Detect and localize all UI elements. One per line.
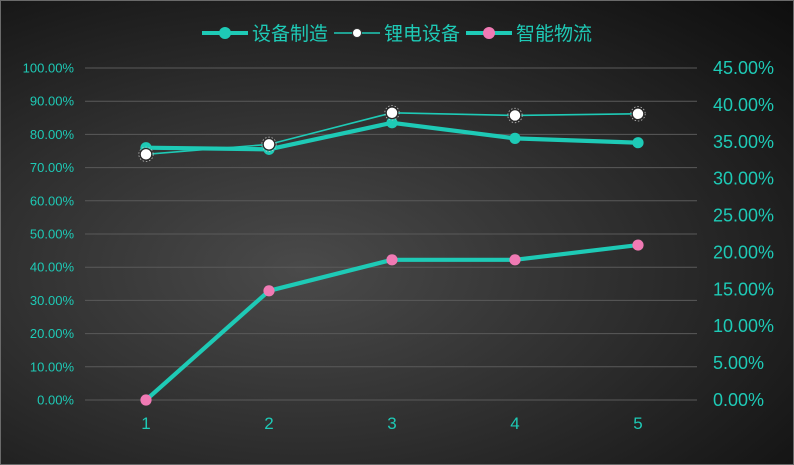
left-tick-label: 0.00% xyxy=(37,393,74,408)
x-tick-label: 3 xyxy=(387,414,396,433)
x-tick-label: 4 xyxy=(510,414,519,433)
series-2-point-halo xyxy=(630,106,646,122)
left-tick-label: 90.00% xyxy=(30,94,75,109)
series-2-point-halo xyxy=(507,107,523,124)
series-2-point xyxy=(385,106,399,120)
right-tick-label: 45.00% xyxy=(713,58,774,78)
series-3-point xyxy=(386,254,398,266)
left-tick-label: 20.00% xyxy=(30,326,75,341)
left-tick-label: 80.00% xyxy=(30,127,75,142)
right-tick-label: 0.00% xyxy=(713,390,764,410)
series-1-point xyxy=(386,117,398,129)
x-tick-label: 1 xyxy=(141,414,150,433)
left-axis: 0.00% 10.00% 20.00% 30.00% 40.00% 50.00% 60.00… xyxy=(23,61,75,408)
series-3-point xyxy=(263,285,275,297)
left-tick-label: 10.00% xyxy=(30,359,75,374)
series-3-point xyxy=(632,239,644,251)
legend-item-series-1: 设备制造 xyxy=(201,19,328,46)
series-2-point xyxy=(139,147,153,161)
legend-label-series-2: 锂电设备 xyxy=(383,23,460,45)
right-axis: 0.00% 5.00% 10.00% 15.00% 20.00% 25.00% 30.00%… xyxy=(713,58,774,410)
right-tick-label: 25.00% xyxy=(713,206,774,226)
series-line-3 xyxy=(143,242,641,403)
left-tick-label: 40.00% xyxy=(30,260,75,275)
series-2-point-halo xyxy=(384,105,400,121)
left-tick-label: 70.00% xyxy=(30,160,75,175)
x-tick-label: 5 xyxy=(633,414,642,433)
legend-swatch-series-1 xyxy=(201,26,248,39)
legend-label-series-1: 设备制造 xyxy=(251,23,328,45)
series-3-point xyxy=(140,394,152,406)
series-2-point xyxy=(508,109,522,122)
series-1-point xyxy=(509,132,521,144)
x-tick-label: 2 xyxy=(264,414,273,433)
right-tick-label: 20.00% xyxy=(713,242,774,262)
left-tick-label: 100.00% xyxy=(23,61,75,76)
x-axis: 1 2 3 4 5 xyxy=(141,414,642,433)
series-2-point-halo xyxy=(261,136,277,152)
legend-item-series-3: 智能物流 xyxy=(466,19,592,46)
right-tick-label: 40.00% xyxy=(713,95,774,115)
left-tick-label: 30.00% xyxy=(30,293,75,308)
legend-item-series-2: 锂电设备 xyxy=(333,19,460,46)
right-tick-label: 35.00% xyxy=(713,132,774,152)
legend-swatch-series-2 xyxy=(333,27,380,38)
right-tick-label: 30.00% xyxy=(713,169,774,189)
grid-lines xyxy=(85,67,697,401)
right-tick-label: 5.00% xyxy=(713,353,764,373)
legend-swatch-series-3 xyxy=(466,26,512,39)
right-tick-label: 15.00% xyxy=(713,279,774,299)
legend-label-series-3: 智能物流 xyxy=(516,23,593,45)
legend: 设备制造 锂电设备 智能物流 xyxy=(1,19,793,46)
left-tick-label: 60.00% xyxy=(30,193,75,208)
right-tick-label: 10.00% xyxy=(713,316,774,336)
series-markers xyxy=(138,105,646,406)
series-3-point xyxy=(509,254,521,266)
series-2-point xyxy=(262,137,276,151)
series-1-point xyxy=(632,137,644,149)
series-2-point-halo xyxy=(138,146,154,162)
left-tick-label: 50.00% xyxy=(30,227,75,242)
series-2-point xyxy=(631,107,645,121)
